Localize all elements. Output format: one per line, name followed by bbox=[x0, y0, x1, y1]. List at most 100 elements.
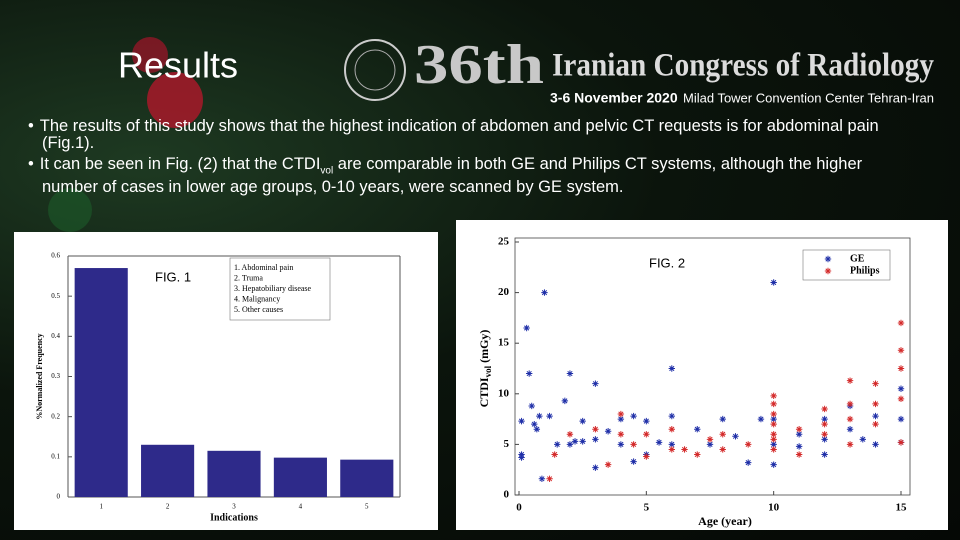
data-point bbox=[757, 415, 765, 423]
data-point bbox=[795, 426, 803, 433]
legend-text: 1. Abdominal pain bbox=[234, 263, 293, 272]
y-tick-label: 20 bbox=[498, 286, 510, 298]
data-point bbox=[846, 441, 854, 448]
data-point bbox=[604, 428, 612, 435]
edition: 36th bbox=[414, 34, 544, 96]
data-point bbox=[719, 415, 726, 423]
data-point bbox=[770, 415, 777, 423]
data-point bbox=[518, 417, 525, 425]
bar bbox=[74, 268, 128, 497]
data-point bbox=[872, 412, 879, 420]
congress-venue: Milad Tower Convention Center Tehran-Ira… bbox=[683, 90, 934, 105]
bar bbox=[273, 457, 327, 497]
data-point bbox=[859, 436, 866, 443]
data-point bbox=[604, 461, 612, 468]
data-point bbox=[694, 451, 701, 458]
decor-leaf bbox=[48, 188, 92, 232]
y-tick-label: 5 bbox=[504, 438, 510, 450]
data-point bbox=[592, 464, 599, 471]
data-point bbox=[668, 365, 675, 372]
data-point bbox=[668, 426, 675, 433]
data-point bbox=[655, 439, 663, 446]
slide-title: Results bbox=[118, 45, 238, 86]
legend-text: 2. Truma bbox=[234, 273, 263, 282]
data-point bbox=[643, 431, 650, 438]
y-tick-label: 0.1 bbox=[51, 452, 60, 460]
data-point bbox=[821, 451, 828, 458]
data-point bbox=[821, 431, 828, 438]
data-point bbox=[872, 420, 879, 428]
data-point bbox=[566, 441, 574, 448]
data-point bbox=[846, 415, 854, 423]
plot-frame bbox=[514, 237, 911, 496]
data-point bbox=[706, 436, 714, 443]
legend-box bbox=[802, 249, 891, 281]
x-axis-label: Age (year) bbox=[698, 514, 752, 528]
data-point bbox=[525, 370, 533, 377]
data-point bbox=[745, 459, 752, 466]
y-tick-label: 0.5 bbox=[51, 292, 60, 300]
data-point bbox=[821, 405, 828, 413]
data-point bbox=[770, 410, 777, 418]
bullet-list: The results of this study shows that the… bbox=[22, 118, 922, 200]
data-point bbox=[533, 426, 541, 433]
data-point bbox=[523, 324, 530, 332]
data-point bbox=[732, 433, 739, 440]
figure-label: FIG. 2 bbox=[649, 255, 685, 270]
data-point bbox=[681, 446, 688, 453]
legend-text: Philips bbox=[850, 265, 880, 276]
data-point bbox=[897, 439, 905, 446]
bar bbox=[141, 444, 195, 497]
x-tick-label: 5 bbox=[365, 503, 369, 511]
legend-text: 3. Hepatobiliary disease bbox=[234, 284, 312, 293]
congress-name: Iranian Congress of Radiology bbox=[552, 48, 934, 84]
data-point bbox=[770, 392, 777, 400]
y-axis-label: %Normalized Frequency bbox=[35, 333, 44, 419]
data-point bbox=[719, 431, 726, 438]
data-point bbox=[617, 415, 625, 423]
data-point bbox=[897, 319, 905, 327]
data-point bbox=[706, 441, 714, 448]
x-tick-label: 15 bbox=[896, 502, 908, 514]
y-axis-label-part: CTDI bbox=[477, 377, 491, 407]
data-point bbox=[536, 412, 543, 420]
data-point bbox=[821, 436, 828, 443]
data-point bbox=[770, 400, 777, 408]
x-tick-label: 10 bbox=[768, 502, 780, 514]
data-point bbox=[770, 446, 777, 453]
x-tick-label: 0 bbox=[516, 502, 522, 514]
data-point bbox=[846, 426, 854, 433]
y-axis-label-part: (mGy) bbox=[477, 330, 491, 366]
data-point bbox=[897, 365, 905, 372]
data-point bbox=[897, 385, 905, 392]
data-point bbox=[668, 441, 675, 448]
data-point bbox=[554, 441, 561, 448]
bar bbox=[340, 459, 394, 497]
logo-emblem bbox=[344, 39, 406, 101]
data-point bbox=[821, 415, 828, 423]
data-point bbox=[745, 441, 752, 448]
data-point bbox=[531, 420, 538, 428]
logo-emblem bbox=[354, 49, 396, 91]
y-tick-label: 15 bbox=[498, 337, 510, 349]
data-point bbox=[719, 446, 726, 453]
legend-box bbox=[229, 257, 331, 321]
data-point bbox=[528, 402, 535, 410]
data-point bbox=[592, 380, 599, 387]
x-axis-label: Indications bbox=[210, 512, 258, 523]
data-point bbox=[546, 412, 553, 420]
data-point bbox=[795, 443, 803, 450]
data-point bbox=[592, 436, 599, 443]
y-tick-label: 0.4 bbox=[51, 332, 60, 340]
data-point bbox=[541, 289, 548, 296]
data-point bbox=[579, 438, 586, 445]
decor-flower bbox=[132, 37, 168, 73]
data-point bbox=[821, 420, 828, 428]
data-point bbox=[770, 436, 777, 443]
data-point bbox=[795, 431, 803, 438]
data-point bbox=[770, 431, 777, 438]
y-tick-label: 0.2 bbox=[51, 412, 60, 420]
y-axis-label: CTDIvol (mGy) bbox=[477, 330, 493, 408]
